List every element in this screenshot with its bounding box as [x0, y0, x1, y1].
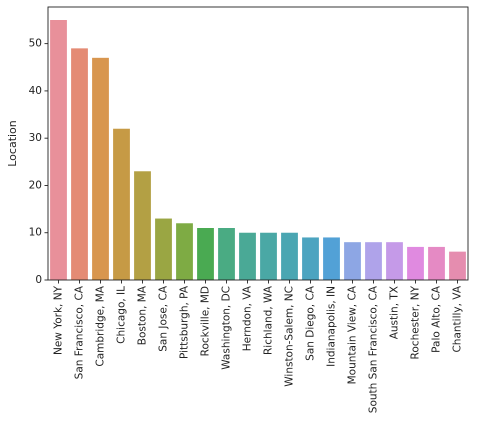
x-tick-label: Boston, MA [137, 285, 149, 345]
y-axis-ticks: 0 10 20 30 40 50 [29, 38, 48, 286]
bar [323, 237, 340, 280]
bar [71, 48, 88, 280]
y-axis-title: Location [6, 120, 19, 167]
plot-frame [47, 6, 469, 281]
x-tick-label: Indianapolis, IN [326, 286, 338, 367]
x-tick-label: Rockville, MD [200, 286, 212, 356]
bar [176, 223, 193, 280]
x-axis-ticks: New York, NY San Francisco, CA Cambridge, … [53, 280, 464, 413]
bar [92, 57, 109, 280]
bar [197, 228, 214, 280]
x-tick-label: South San Francisco, CA [368, 285, 380, 413]
x-tick-label: Richland, WA [263, 285, 275, 355]
bar [218, 228, 235, 280]
bar [365, 242, 382, 280]
x-tick-label: Cambridge, MA [95, 285, 107, 366]
x-tick-label: San Jose, CA [158, 285, 170, 352]
bar [428, 246, 445, 280]
bar [302, 237, 319, 280]
y-tick-label: 40 [29, 85, 42, 97]
bar [239, 232, 256, 280]
bar [113, 128, 130, 280]
bars-group [50, 20, 466, 280]
bar [449, 251, 466, 280]
y-tick-label: 50 [29, 38, 42, 50]
x-tick-label: Chicago, IL [116, 286, 128, 344]
x-tick-label: San Francisco, CA [74, 285, 86, 379]
y-tick-label: 0 [35, 274, 42, 286]
bar [134, 171, 151, 280]
y-tick-label: 10 [29, 227, 42, 239]
bar [344, 242, 361, 280]
x-tick-label: Chantilly, VA [452, 285, 464, 352]
x-tick-label: Mountain View, CA [347, 285, 359, 384]
bar [281, 232, 298, 280]
y-tick-label: 20 [29, 179, 42, 191]
bar [155, 218, 172, 280]
bar [386, 242, 403, 280]
bar [407, 246, 424, 280]
x-tick-label: Rochester, NY [410, 285, 422, 359]
x-tick-label: Palo Alto, CA [431, 285, 443, 353]
y-tick-label: 30 [29, 132, 42, 144]
bar [50, 20, 67, 280]
bar [260, 232, 277, 280]
x-tick-label: Herndon, VA [242, 285, 254, 351]
x-tick-label: Austin, TX [389, 286, 401, 339]
x-tick-label: New York, NY [53, 285, 65, 355]
x-tick-label: Winston-Salem, NC [284, 286, 296, 387]
x-tick-label: San Diego, CA [305, 285, 317, 361]
x-tick-label: Washington, DC [221, 286, 233, 370]
x-tick-label: Pittsburgh, PA [179, 285, 191, 359]
